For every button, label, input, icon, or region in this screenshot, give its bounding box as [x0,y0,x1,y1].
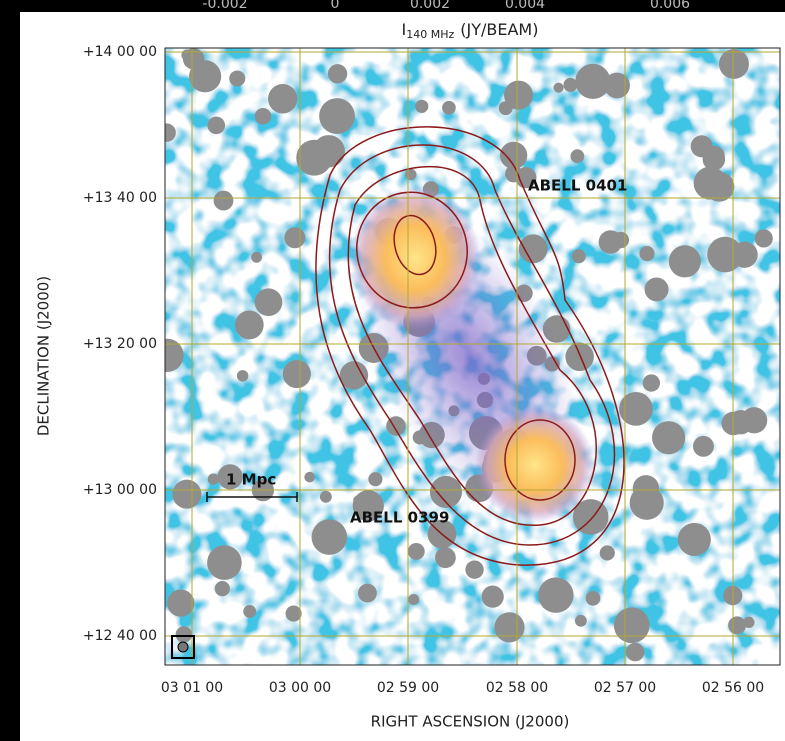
source-mask [633,475,659,501]
source-mask [572,249,586,263]
x-tick-label: 02 56 00 [702,680,764,696]
source-mask [296,140,332,176]
annotation: 1 Mpc [226,471,276,489]
source-mask [358,584,377,603]
source-mask [619,392,653,426]
y-tick-label: +13 40 00 [83,190,157,206]
source-mask [340,361,368,389]
colorbar-tick-label: 0.002 [410,0,450,12]
source-mask [415,100,428,113]
source-mask [563,78,577,92]
source-mask [214,191,234,211]
source-mask [405,169,416,180]
colorbar-tick-label: 0 [331,0,340,12]
source-mask [304,472,315,483]
source-mask [235,311,264,340]
source-mask [408,594,419,605]
colorbar-tick-label: 0.004 [505,0,545,12]
source-mask [482,586,504,608]
y-tick-label: +12 40 00 [83,628,157,644]
source-mask [553,83,563,93]
source-mask [329,530,340,541]
source-mask [208,473,219,484]
source-mask [251,252,262,263]
label-sub: 140 MHz [406,28,454,41]
source-mask [691,135,713,157]
source-mask [465,560,483,578]
image [150,48,780,665]
source-mask [612,232,629,249]
source-mask [243,605,256,618]
source-mask [255,108,271,124]
source-mask [741,407,767,433]
source-mask [504,81,533,110]
label-unit: (JY/BEAM) [460,20,538,39]
source-mask [286,605,302,621]
y-tick-label: +13 00 00 [83,482,157,498]
source-mask [229,70,245,86]
source-mask [189,60,221,92]
source-mask [408,543,425,560]
figure: -0.002 0 0.002 0.004 0.006 I140 MHz(JY/B… [0,0,785,741]
source-mask [237,370,248,381]
source-mask [728,616,746,634]
y-axis-label: DECLINATION (J2000) [35,276,53,436]
source-mask [669,245,701,277]
source-mask [704,172,734,202]
source-mask [172,480,201,509]
source-mask [626,643,645,662]
source-mask [571,149,585,163]
source-mask [167,589,194,616]
source-mask [319,98,355,134]
source-mask [643,374,660,391]
source-mask [693,436,714,457]
source-mask [284,227,305,248]
source-mask [268,84,297,113]
x-tick-label: 03 01 00 [161,680,223,696]
source-mask [652,421,685,454]
source-mask [678,523,711,556]
x-tick-label: 02 57 00 [594,680,656,696]
source-mask [368,472,382,486]
source-mask [575,64,610,99]
annotation: ABELL 0399 [350,509,449,527]
source-mask [645,277,669,301]
source-mask [494,612,524,642]
source-mask [283,360,311,388]
source-mask [575,615,587,627]
source-mask [731,242,757,268]
source-mask [208,117,226,135]
source-mask [538,577,573,612]
y-tick-label: +14 00 00 [83,44,157,60]
source-mask [614,607,650,643]
source-mask [640,246,655,261]
source-mask [442,101,456,115]
source-mask [255,288,283,316]
edge [0,0,20,741]
y-tick-label: +13 20 00 [83,336,157,352]
source-mask [519,234,548,263]
source-mask [215,581,230,596]
colorbar-tick-label: 0.006 [650,0,690,12]
annotation: ABELL 0401 [528,177,627,195]
source-mask [719,49,749,79]
source-mask [328,64,347,83]
x-tick-label: 02 59 00 [377,680,439,696]
source-mask [755,229,773,247]
source-mask [586,591,601,606]
source-mask [600,545,615,560]
x-axis-label: RIGHT ASCENSION (J2000) [371,713,570,731]
colorbar-tick-label: -0.002 [202,0,247,12]
source-mask [207,545,242,580]
source-mask [176,626,192,642]
source-mask [435,547,456,568]
beam [178,642,188,652]
x-tick-label: 03 00 00 [269,680,331,696]
source-mask [320,491,332,503]
x-tick-label: 02 58 00 [486,680,548,696]
source-mask [743,617,754,628]
